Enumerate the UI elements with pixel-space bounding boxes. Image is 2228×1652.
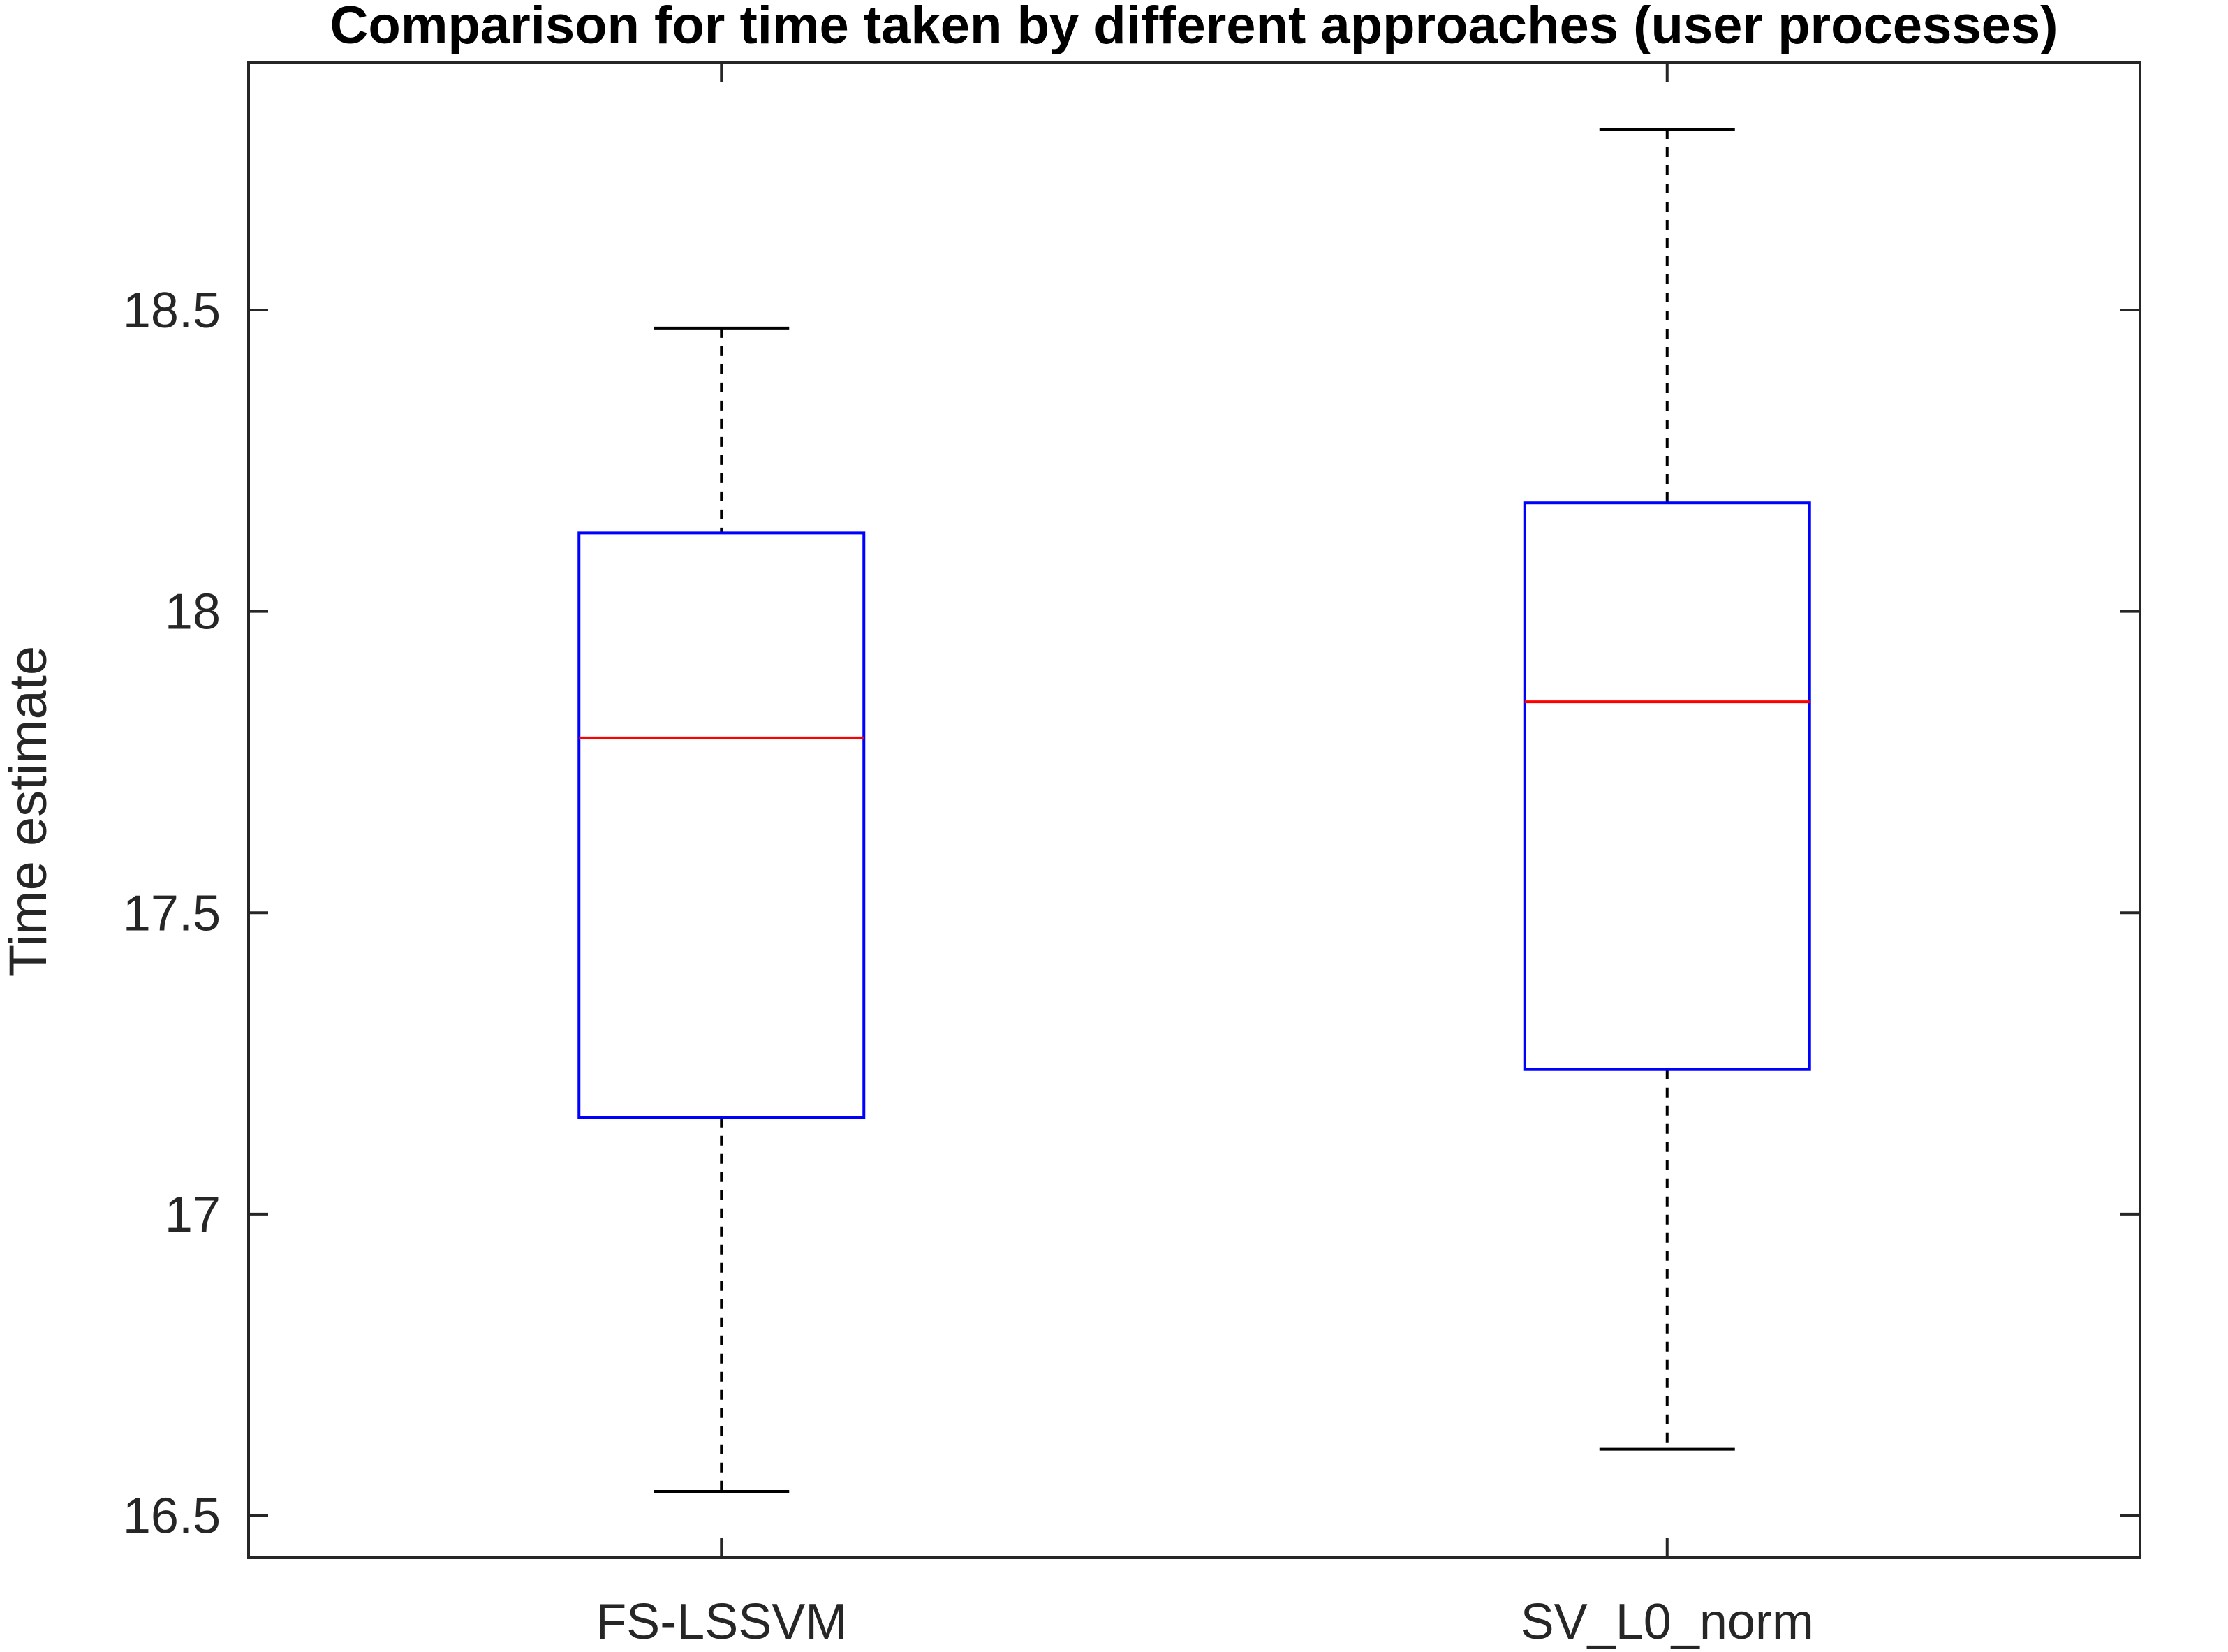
iqr-box [1523,501,1811,1071]
y-tick-label: 17.5 [123,885,221,941]
y-tick-label: 18 [165,584,221,640]
axes-frame [247,61,2141,1559]
plot-area: 16.5 17 17.5 18 18.5 FS-LSSVM SV_L0_norm [123,61,2141,1650]
x-tick-label: FS-LSSVM [596,1594,847,1650]
iqr-box [577,531,866,1119]
y-tick-label: 16.5 [123,1489,221,1544]
chart-title: Comparison for time taken by different a… [330,0,2058,55]
y-axis-label: Time estimate [0,646,58,977]
y-tick-label: 17 [165,1187,221,1243]
y-tick-label: 18.5 [123,283,221,339]
x-tick-label: SV_L0_norm [1521,1594,1814,1650]
